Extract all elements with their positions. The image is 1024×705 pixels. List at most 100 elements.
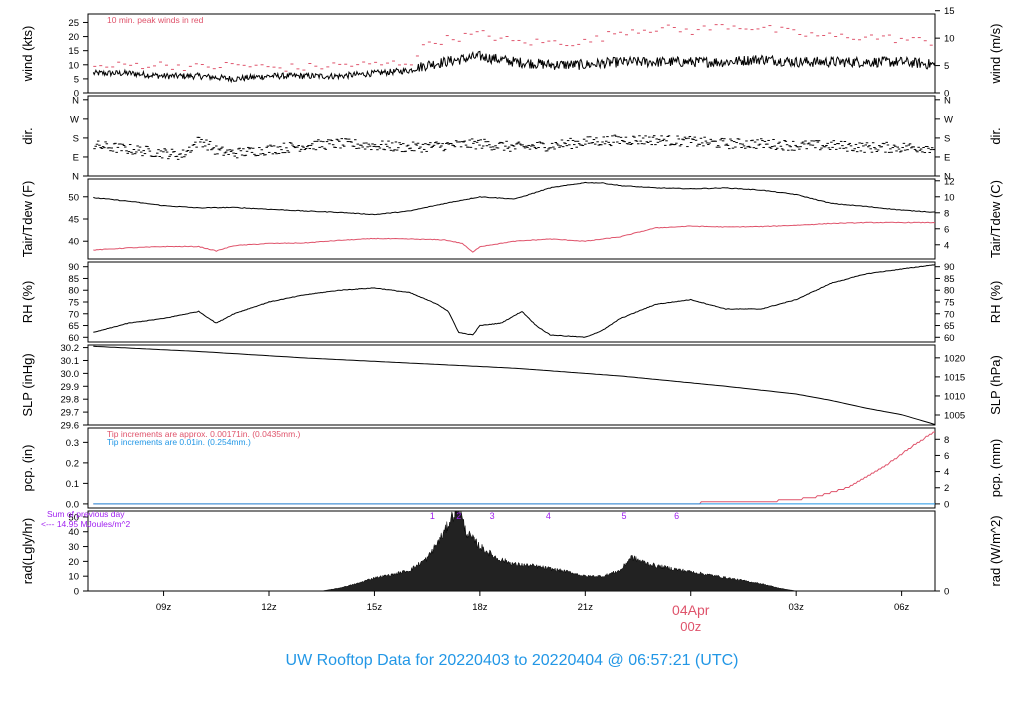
y-tick-label: 45 bbox=[68, 215, 79, 226]
y-tick-label: W bbox=[70, 114, 79, 125]
y2-tick-label: 6 bbox=[944, 224, 949, 235]
y-tick-label: N bbox=[72, 172, 79, 183]
y-tick-label: 10 bbox=[68, 572, 79, 583]
y2-tick-label: 2 bbox=[944, 483, 949, 494]
y2-tick-label: 85 bbox=[944, 274, 955, 285]
y-tick-label: 50 bbox=[68, 512, 79, 523]
y-axis-label-left: rad(Lgly/hr) bbox=[20, 518, 35, 584]
y2-tick-label: 12 bbox=[944, 176, 955, 187]
y-tick-label: 50 bbox=[68, 192, 79, 203]
y2-tick-label: 0 bbox=[944, 89, 949, 100]
y-tick-label: 0.3 bbox=[66, 438, 79, 449]
y-tick-label: 10 bbox=[68, 60, 79, 71]
y-axis-label-left: Tair/Tdew (F) bbox=[20, 181, 35, 258]
y-axis-label-left: SLP (inHg) bbox=[20, 353, 35, 416]
y-tick-label: 30.1 bbox=[61, 356, 80, 367]
x-date-sublabel: 00z bbox=[680, 619, 701, 634]
y-axis-label-right: SLP (hPa) bbox=[988, 355, 1003, 415]
y-axis-label-right: Tair/Tdew (C) bbox=[988, 180, 1003, 258]
y2-tick-label: 0 bbox=[944, 499, 949, 510]
y2-tick-label: 10 bbox=[944, 192, 955, 203]
plot-area bbox=[321, 511, 797, 591]
x-tick-label: 06z bbox=[894, 602, 910, 613]
y2-tick-label: N bbox=[944, 172, 951, 183]
y2-tick-label: 65 bbox=[944, 321, 955, 332]
series-rh bbox=[93, 264, 935, 338]
y2-tick-label: 1010 bbox=[944, 391, 965, 402]
y-tick-label: 20 bbox=[68, 557, 79, 568]
panel-wind: 0 5 10 15 20 25 0 5 10 15 wind (kts) wind (m/s) 10 m… bbox=[20, 6, 1003, 99]
y-tick-label: 5 bbox=[74, 74, 79, 85]
y-tick-label: 29.6 bbox=[61, 421, 80, 432]
y-tick-label: 0 bbox=[74, 587, 79, 598]
y-tick-label: 70 bbox=[68, 309, 79, 320]
x-tick-label: 21z bbox=[578, 602, 594, 613]
series-wind-direction bbox=[93, 134, 935, 160]
radiation-marker-3: 3 bbox=[490, 511, 495, 521]
panel-frame bbox=[87, 178, 936, 260]
panel-frame bbox=[87, 427, 936, 509]
annotation-text: <--- 14.95 MJoules/m^2 bbox=[41, 519, 131, 529]
y2-tick-label: 70 bbox=[944, 309, 955, 320]
y-tick-label: 0 bbox=[74, 89, 79, 100]
series-radiation bbox=[321, 511, 797, 591]
annotation-text: Tip increments are 0.01in. (0.254mm.) bbox=[107, 437, 251, 447]
plot-area bbox=[93, 264, 935, 338]
y-tick-label: 60 bbox=[68, 333, 79, 344]
y-tick-label: 30.0 bbox=[61, 369, 80, 380]
y-axis-label-left: pcp. (in) bbox=[20, 445, 35, 492]
y-axis-label-right: pcp. (mm) bbox=[988, 439, 1003, 498]
x-date-label: 04Apr bbox=[672, 602, 710, 618]
y-tick-label: 20 bbox=[68, 32, 79, 43]
y2-tick-label: 10 bbox=[944, 34, 955, 45]
y2-tick-label: 5 bbox=[944, 61, 949, 72]
y2-tick-label: N bbox=[944, 95, 951, 106]
series-tair bbox=[93, 181, 935, 216]
y-tick-label: 0.1 bbox=[66, 479, 79, 490]
y-tick-label: 0.2 bbox=[66, 458, 79, 469]
y2-tick-label: 1005 bbox=[944, 410, 965, 421]
plot-area bbox=[93, 345, 935, 425]
panel-frame bbox=[87, 344, 936, 426]
y-tick-label: 40 bbox=[68, 527, 79, 538]
y-tick-label: 0.0 bbox=[66, 499, 79, 510]
y-axis-label-right: wind (m/s) bbox=[988, 24, 1003, 85]
panel-frame bbox=[87, 261, 936, 343]
y-tick-label: 80 bbox=[68, 286, 79, 297]
y2-tick-label: S bbox=[944, 133, 950, 144]
y2-tick-label: E bbox=[944, 152, 950, 163]
y2-tick-label: 6 bbox=[944, 451, 949, 462]
radiation-marker-2: 2 bbox=[456, 511, 461, 521]
panel-pcp: 0.0 0.1 0.2 0.3 0 2 4 6 8 pcp. (in) pcp. (mm) Tip i… bbox=[20, 427, 1003, 510]
series-slp bbox=[93, 345, 935, 425]
y2-tick-label: 75 bbox=[944, 298, 955, 309]
y-tick-label: 65 bbox=[68, 321, 79, 332]
series-wind-speed bbox=[92, 50, 935, 84]
y2-tick-label: 15 bbox=[944, 6, 955, 17]
y-axis-label-right: rad (W/m^2) bbox=[988, 515, 1003, 586]
plot-area bbox=[93, 431, 935, 505]
annotation-text: Tip increments are approx. 0.00171in. (0… bbox=[107, 429, 301, 439]
radiation-marker-5: 5 bbox=[621, 511, 626, 521]
radiation-marker-4: 4 bbox=[546, 511, 551, 521]
y2-tick-label: 80 bbox=[944, 286, 955, 297]
y-tick-label: 40 bbox=[68, 237, 79, 248]
y2-tick-label: 0 bbox=[944, 587, 949, 598]
y-tick-label: 85 bbox=[68, 274, 79, 285]
plot-area bbox=[92, 24, 935, 84]
y-tick-label: S bbox=[73, 133, 79, 144]
panel-rad: 010203040500200400600rad(Lgly/hr)rad (W/… bbox=[20, 509, 1003, 598]
plot-area bbox=[93, 134, 935, 160]
x-tick-label: 09z bbox=[156, 602, 172, 613]
y-tick-label: 30 bbox=[68, 542, 79, 553]
y-tick-label: 29.7 bbox=[61, 408, 80, 419]
y-tick-label: 90 bbox=[68, 262, 79, 273]
x-tick-label: 18z bbox=[472, 602, 488, 613]
panel-slp: 29.6 29.7 29.8 29.9 30.0 30.1 30.2 1005 1010 1015… bbox=[20, 343, 1003, 431]
y-tick-label: N bbox=[72, 95, 79, 106]
y2-tick-label: 8 bbox=[944, 435, 949, 446]
y-axis-label-right: dir. bbox=[988, 127, 1003, 144]
